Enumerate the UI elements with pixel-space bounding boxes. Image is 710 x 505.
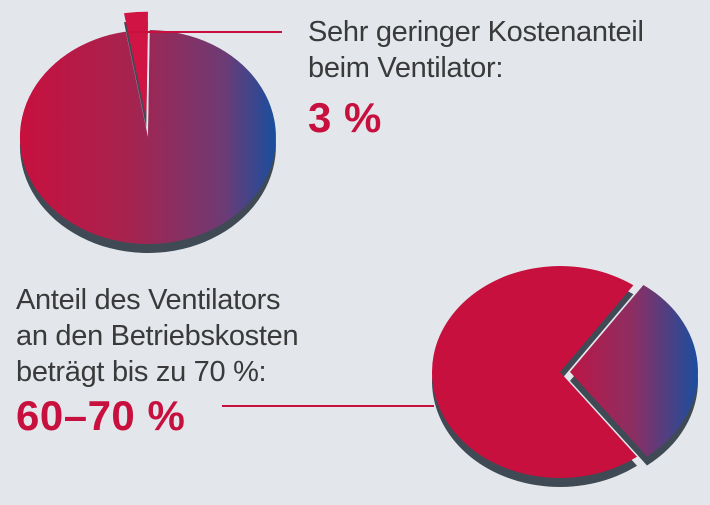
pie1-slice-ventilator [124, 11, 148, 119]
caption-1-line-1: Sehr geringer Kostenanteil [308, 16, 644, 48]
highlight-value-2: 60–70 % [16, 392, 186, 439]
highlight-value-1: 3 % [308, 94, 382, 141]
caption-1-line-2: beim Ventilator: [308, 52, 504, 84]
caption-1: Sehr geringer Kostenanteil beim Ventilat… [308, 14, 644, 86]
caption-2-line-3: beträgt bis zu 70 %: [16, 356, 267, 388]
pie-chart-2 [431, 266, 698, 488]
pie2-slice-ventilator [431, 266, 637, 479]
pie1-slice-rest [19, 30, 276, 244]
pie-chart-1 [19, 11, 276, 253]
caption-2-line-1: Anteil des Ventilators [16, 284, 281, 316]
caption-2-line-2: an den Betriebskosten [16, 320, 299, 352]
caption-2: Anteil des Ventilators an den Betriebsko… [16, 282, 299, 390]
pie2-slice-rest [569, 285, 698, 457]
